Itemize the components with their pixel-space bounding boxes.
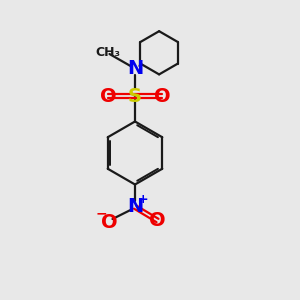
Text: O: O [149, 211, 166, 230]
Text: N: N [127, 59, 143, 79]
Text: S: S [128, 86, 142, 106]
Text: CH₃: CH₃ [95, 46, 121, 59]
Text: O: O [154, 86, 170, 106]
Text: −: − [95, 207, 107, 220]
Text: +: + [137, 193, 148, 206]
Text: N: N [127, 197, 143, 217]
Text: O: O [100, 86, 116, 106]
Text: O: O [101, 212, 118, 232]
